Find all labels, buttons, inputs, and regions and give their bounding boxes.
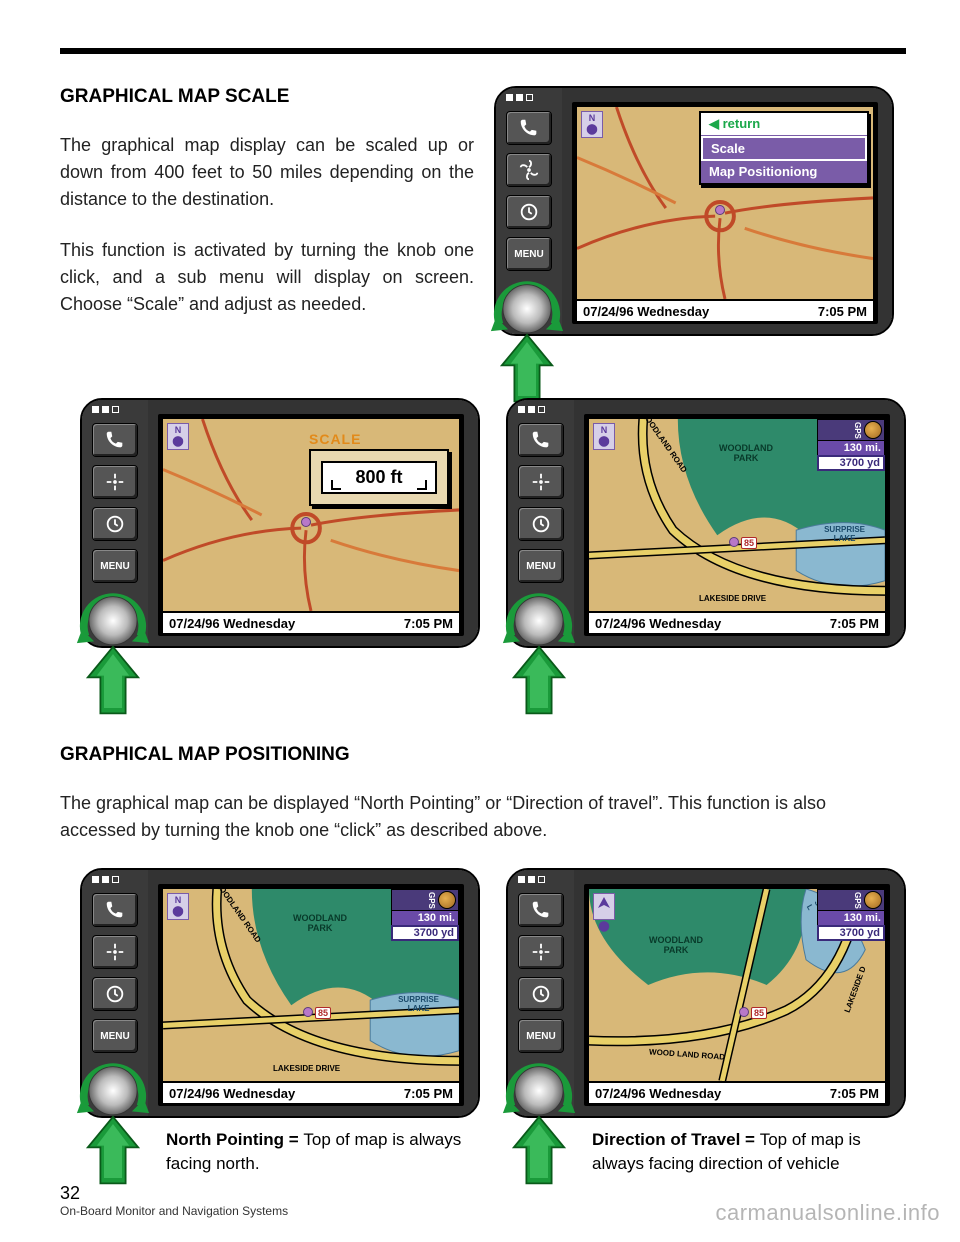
popup-scale[interactable]: Scale [701,136,867,161]
compass-icon: N [167,423,189,450]
fan-button[interactable] [518,465,564,499]
gps-yards: 3700 yd [817,455,885,471]
nav-device-north-pointing: MENU [80,868,480,1118]
status-bar: 07/24/96 Wednesday 7:05 PM [577,301,873,321]
vehicle-marker [303,1007,313,1017]
heading-positioning: GRAPHICAL MAP POSITIONING [60,744,906,766]
caption-direction-of-travel: Direction of Travel = Top of map is alwa… [592,1128,906,1176]
para-positioning: The graphical map can be displayed “Nort… [60,790,906,844]
clock-button[interactable] [506,195,552,229]
label-lakeside: LAKESIDE DRIVE [699,594,766,603]
top-rule [60,48,906,54]
heading-scale: GRAPHICAL MAP SCALE [60,86,474,108]
nav-device-scale-800ft: MENU [80,398,480,648]
page-number: 32 [60,1183,288,1204]
compass-icon: N [581,111,603,138]
device-row-middle: MENU [60,398,906,648]
popup-map-positioning[interactable]: Map Positioniong [701,161,867,183]
clock-button[interactable] [92,507,138,541]
fan-button[interactable] [92,935,138,969]
route-badge: 85 [741,537,757,549]
page-footer: 32 On-Board Monitor and Navigation Syste… [60,1183,288,1218]
phone-button[interactable] [518,893,564,927]
route-badge: 85 [751,1007,767,1019]
manual-page: GRAPHICAL MAP SCALE The graphical map di… [0,0,960,1242]
scale-value-box: SCALE 800 ft [309,431,449,506]
compass-icon: N [593,423,615,450]
watermark: carmanualsonline.info [715,1200,940,1226]
para-scale-2: This function is activated by turning th… [60,237,474,318]
para-scale-1: The graphical map display can be scaled … [60,132,474,213]
scale-label: SCALE [309,431,449,447]
fan-button[interactable] [92,465,138,499]
scale-value: 800 ft [321,461,437,494]
control-knob[interactable] [58,576,168,722]
popup-return[interactable]: ◀ return [701,113,867,136]
scale-popup-menu: ◀ return Scale Map Positioniong [699,111,869,185]
phone-button[interactable] [518,423,564,457]
gps-distance: 130 mi. [817,441,885,455]
label-woodland-park: WOODLAND PARK [719,443,773,463]
up-arrow-icon [499,333,555,405]
label-surprise-lake: SURPRISE LAKE [824,525,865,543]
control-knob[interactable] [472,264,582,410]
vehicle-marker [301,517,311,527]
phone-button[interactable] [92,893,138,927]
nav-device-direction-of-travel: MENU [506,868,906,1118]
caption-north-pointing: North Pointing = Top of map is always fa… [166,1128,480,1176]
vehicle-marker [729,537,739,547]
phone-button[interactable] [92,423,138,457]
fan-button[interactable] [518,935,564,969]
control-knob[interactable] [484,1046,594,1192]
compass-icon [593,893,615,920]
clock-button[interactable] [518,507,564,541]
control-knob[interactable] [58,1046,168,1192]
status-time: 7:05 PM [818,304,867,319]
map-display: N ◀ return Scale Map Positioniong [577,107,873,299]
gps-info-box: GPS 130 mi. 3700 yd [817,419,885,471]
phone-button[interactable] [506,111,552,145]
vehicle-marker [739,1007,749,1017]
vehicle-marker [715,205,725,215]
clock-button[interactable] [92,977,138,1011]
fan-button[interactable] [506,153,552,187]
clock-button[interactable] [518,977,564,1011]
gps-globe-icon [864,421,882,439]
section-graphical-map-scale: GRAPHICAL MAP SCALE The graphical map di… [60,86,906,342]
indicator-dots [506,94,533,101]
nav-device-park-map: MENU [506,398,906,648]
route-badge: 85 [315,1007,331,1019]
device-row-bottom: MENU [60,868,906,1176]
compass-icon: N [167,893,189,920]
footer-title: On-Board Monitor and Navigation Systems [60,1204,288,1218]
nav-device-scale-menu: MENU [494,86,894,336]
control-knob[interactable] [484,576,594,722]
status-date: 07/24/96 Wednesday [583,304,709,319]
